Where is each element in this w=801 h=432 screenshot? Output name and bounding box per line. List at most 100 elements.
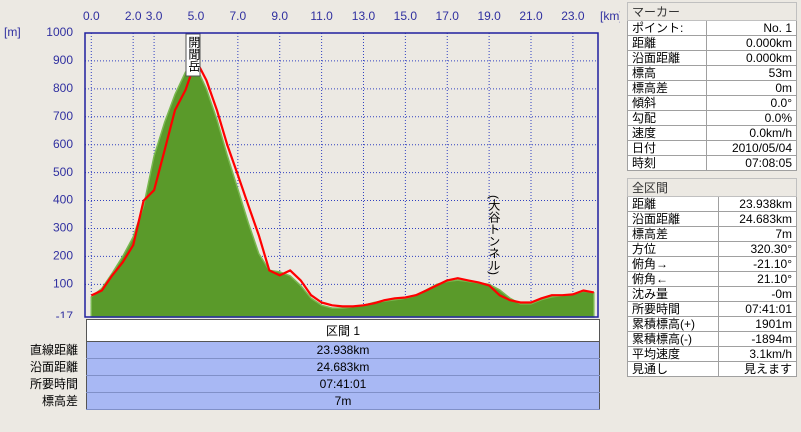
panel-value: 0m [705, 80, 798, 96]
panel-row: 俯角← 21.10° [626, 271, 797, 287]
y-tick-label: 1000 [46, 25, 73, 39]
panel-row: 見通し 見えます [626, 361, 797, 377]
x-tick-label: 0.0 [83, 9, 100, 23]
x-tick-label: 9.0 [271, 9, 288, 23]
panel-row: 沿面距離 24.683km [626, 211, 797, 227]
panel-value: 1901m [718, 316, 797, 332]
plot-area [84, 32, 599, 318]
row-label: 所要時間 [29, 377, 78, 391]
panel-row: 俯角→ -21.10° [626, 256, 797, 272]
panel-label: 累積標高(-) [626, 331, 720, 347]
y-tick-label: 100 [53, 276, 73, 290]
annotation-box [185, 33, 201, 77]
panel-row: 距離 0.000km [627, 35, 798, 51]
panel-label: 時刻 [627, 155, 707, 171]
panel-value: 07:08:05 [705, 155, 798, 171]
section-row: 直線距離 23.938km [4, 341, 600, 359]
x-tick-label: 21.0 [519, 9, 543, 23]
panel-row: 所要時間 07:41:01 [626, 301, 797, 317]
x-tick-label: 11.0 [310, 9, 333, 23]
panel-label: 標高 [627, 65, 707, 81]
section-header-row: 区間 1 [4, 319, 600, 342]
panel-row: 沈み量 -0m [626, 286, 797, 302]
panel-value: 0.0° [705, 95, 798, 111]
panel-row: 沿面距離 0.000km [627, 50, 798, 66]
panel-row: ポイント: No. 1 [627, 20, 798, 36]
annotation: (大谷トンネル) [487, 195, 501, 275]
panel-value: 320.30° [718, 241, 797, 257]
panel-row: 平均速度 3.1km/h [626, 346, 797, 362]
panel-label: 傾斜 [627, 95, 707, 111]
row-value: 23.938km [86, 341, 600, 359]
x-axis-label: [km] [600, 9, 620, 23]
panel-header-row: 全区間 [627, 178, 797, 197]
panel-value: 21.10° [718, 271, 797, 287]
panel-value: 07:41:01 [718, 301, 797, 317]
panel-row: 累積標高(-) -1894m [626, 331, 797, 347]
panel-value: 7m [718, 226, 797, 242]
panel-label: ポイント: [627, 20, 707, 36]
panel-value: No. 1 [705, 20, 798, 36]
summary-panel: 全区間 距離 23.938km 沿面距離 24.683km 標高差 7m 方位 320.30° 俯… [626, 178, 797, 377]
panel-value: 0.0% [705, 110, 798, 126]
y-tick-label: 400 [53, 193, 73, 207]
marker-panel: マーカー ポイント: No. 1 距離 0.000km 沿面距離 0.000km 標高 53m 標… [627, 2, 798, 171]
panel-row: 方位 320.30° [626, 241, 797, 257]
panel-title: 全区間 [627, 178, 797, 197]
x-tick-label: 3.0 [146, 9, 163, 23]
panel-value: 24.683km [718, 211, 797, 227]
panel-value: 0.000km [705, 35, 798, 51]
x-tick-label: 23.0 [561, 9, 585, 23]
panel-value: 23.938km [718, 196, 797, 212]
panel-value: 0.0km/h [705, 125, 798, 141]
x-tick-label: 7.0 [230, 9, 247, 23]
panel-value: -1894m [718, 331, 797, 347]
panel-header-row: マーカー [627, 2, 797, 21]
track-line [90, 59, 594, 308]
panel-label: 俯角→ [626, 256, 720, 272]
panel-label: 沈み量 [626, 286, 720, 302]
panel-label: 平均速度 [626, 346, 720, 362]
panel-label: 方位 [626, 241, 720, 257]
panel-value: 2010/05/04 [705, 140, 798, 156]
y-tick-label: 600 [53, 137, 73, 151]
y-tick-label: 900 [53, 53, 73, 67]
panel-row: 標高差 7m [626, 226, 797, 242]
panel-value: -0m [718, 286, 797, 302]
panel-row: 日付 2010/05/04 [627, 140, 798, 156]
panel-row: 標高 53m [627, 65, 798, 81]
panel-row: 距離 23.938km [626, 196, 797, 212]
panel-label: 標高差 [626, 226, 720, 242]
section-row: 沿面距離 24.683km [4, 358, 600, 376]
panel-row: 勾配 0.0% [627, 110, 798, 126]
section-row: 標高差 7m [4, 392, 600, 410]
panel-row: 時刻 07:08:05 [627, 155, 798, 171]
x-tick-label: 2.0 [125, 9, 142, 23]
y-tick-label: 500 [53, 165, 73, 179]
x-tick-label: 17.0 [436, 9, 460, 23]
panel-value: -21.10° [718, 256, 797, 272]
y-tick-label: -17 [56, 309, 74, 318]
panel-row: 標高差 0m [627, 80, 798, 96]
panel-label: 所要時間 [626, 301, 720, 317]
panel-label: 見通し [626, 361, 720, 377]
panel-label: 俯角← [626, 271, 720, 287]
panel-value: 3.1km/h [718, 346, 797, 362]
section-title: 区間 1 [86, 319, 600, 342]
elevation-chart: [m] [km] -17 100 200 300 400 500 600 700 800 900 1… [4, 9, 620, 318]
panel-label: 距離 [627, 35, 707, 51]
x-tick-label: 5.0 [188, 9, 205, 23]
row-value: 24.683km [86, 358, 600, 376]
row-label: 標高差 [41, 394, 78, 408]
panel-row: 速度 0.0km/h [627, 125, 798, 141]
y-tick-label: 800 [53, 81, 73, 95]
panel-label: 日付 [627, 140, 707, 156]
panel-label: 距離 [626, 196, 720, 212]
spacer [4, 320, 87, 342]
row-label: 直線距離 [29, 343, 78, 357]
y-tick-label: 300 [53, 221, 73, 235]
row-value: 7m [86, 392, 600, 410]
row-value: 07:41:01 [86, 375, 600, 393]
